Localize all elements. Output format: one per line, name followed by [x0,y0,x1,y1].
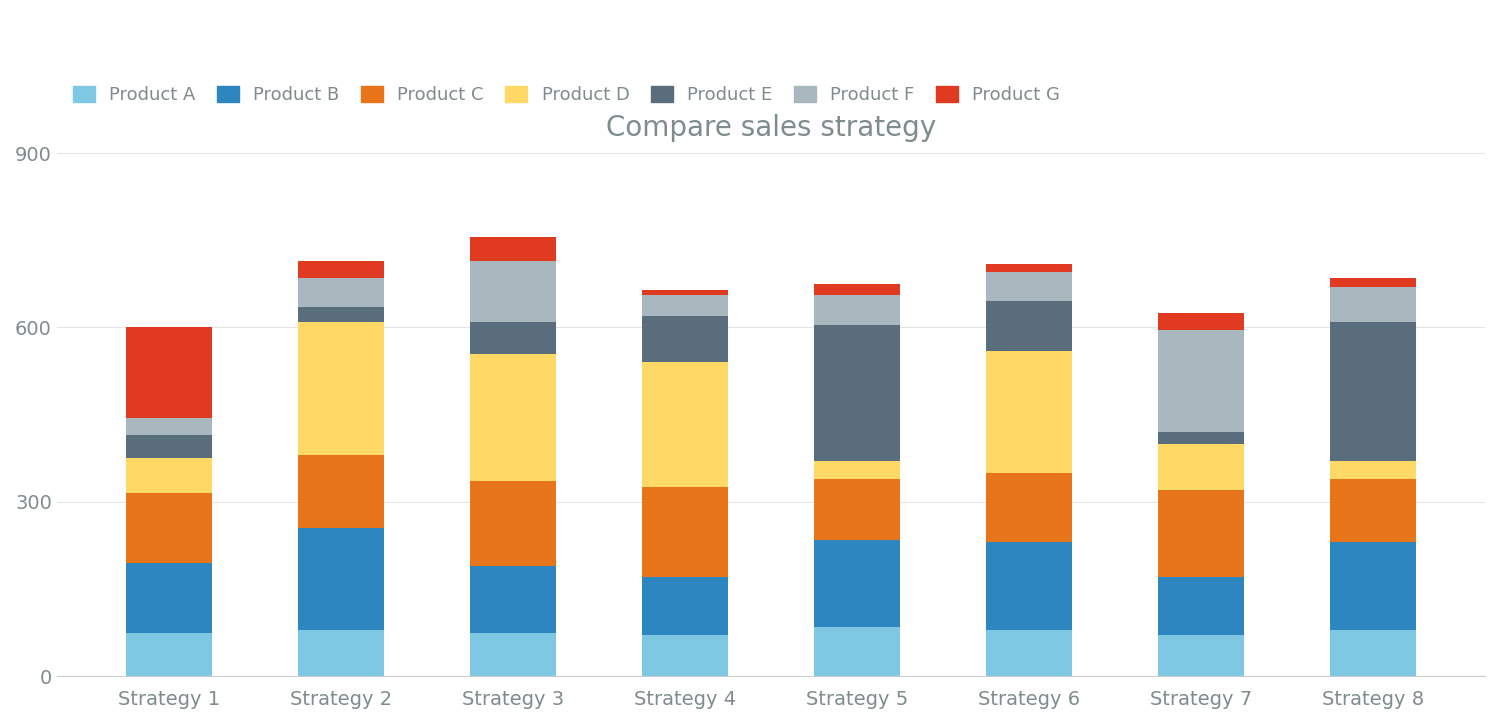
Bar [1330,287,1416,321]
Bar [1330,479,1416,542]
Bar [470,261,556,321]
Bar [986,264,1072,272]
Bar [470,481,556,565]
Bar [126,435,212,458]
Bar [1158,330,1244,432]
Bar [1330,321,1416,461]
Bar [470,321,556,353]
Bar [126,563,212,633]
Bar [1330,461,1416,479]
Bar [126,493,212,563]
Bar [642,362,728,487]
Bar [126,458,212,493]
Bar [815,479,900,539]
Bar [1330,630,1416,676]
Bar [1158,636,1244,676]
Bar [297,261,384,278]
Bar [126,633,212,676]
Bar [815,461,900,479]
Bar [470,237,556,261]
Bar [1330,278,1416,287]
Bar [297,455,384,528]
Bar [297,278,384,307]
Legend: Product A, Product B, Product C, Product D, Product E, Product F, Product G: Product A, Product B, Product C, Product… [66,78,1068,111]
Bar [642,636,728,676]
Bar [986,272,1072,301]
Bar [815,295,900,324]
Bar [986,630,1072,676]
Bar [642,487,728,577]
Bar [1158,432,1244,444]
Bar [1158,577,1244,636]
Bar [297,321,384,455]
Bar [470,633,556,676]
Bar [1158,490,1244,577]
Bar [642,577,728,636]
Bar [642,316,728,362]
Bar [1158,313,1244,330]
Bar [297,630,384,676]
Bar [126,418,212,435]
Bar [1158,444,1244,490]
Bar [642,290,728,295]
Bar [297,528,384,630]
Bar [986,473,1072,542]
Bar [297,307,384,321]
Title: Compare sales strategy: Compare sales strategy [606,114,936,143]
Bar [642,295,728,316]
Bar [815,627,900,676]
Bar [126,327,212,418]
Bar [470,565,556,633]
Bar [470,353,556,481]
Bar [986,350,1072,473]
Bar [986,542,1072,630]
Bar [815,324,900,461]
Bar [986,301,1072,350]
Bar [815,284,900,295]
Bar [1330,542,1416,630]
Bar [815,539,900,627]
